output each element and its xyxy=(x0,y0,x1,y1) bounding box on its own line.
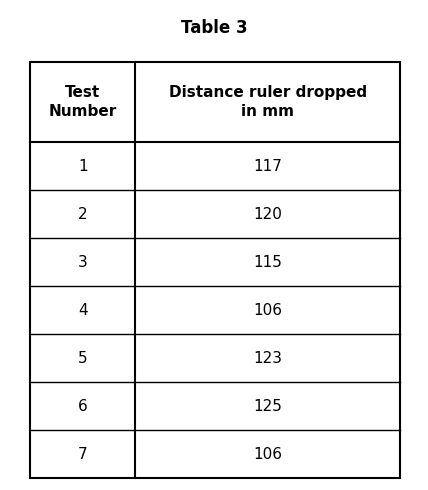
Text: 120: 120 xyxy=(253,206,282,221)
Text: 5: 5 xyxy=(78,350,88,366)
Bar xyxy=(30,62,400,478)
Text: 106: 106 xyxy=(253,302,282,318)
Text: 125: 125 xyxy=(253,398,282,414)
Text: Distance ruler dropped
in mm: Distance ruler dropped in mm xyxy=(169,85,367,120)
Text: 7: 7 xyxy=(78,446,88,462)
Text: 123: 123 xyxy=(253,350,282,366)
Text: Table 3: Table 3 xyxy=(181,19,247,37)
Text: 117: 117 xyxy=(253,158,282,173)
Text: 6: 6 xyxy=(78,398,88,414)
Text: 115: 115 xyxy=(253,254,282,270)
Text: 1: 1 xyxy=(78,158,88,173)
Text: 106: 106 xyxy=(253,446,282,462)
Text: Test
Number: Test Number xyxy=(49,85,117,120)
Text: 2: 2 xyxy=(78,206,88,221)
Text: 3: 3 xyxy=(78,254,88,270)
Text: 4: 4 xyxy=(78,302,88,318)
